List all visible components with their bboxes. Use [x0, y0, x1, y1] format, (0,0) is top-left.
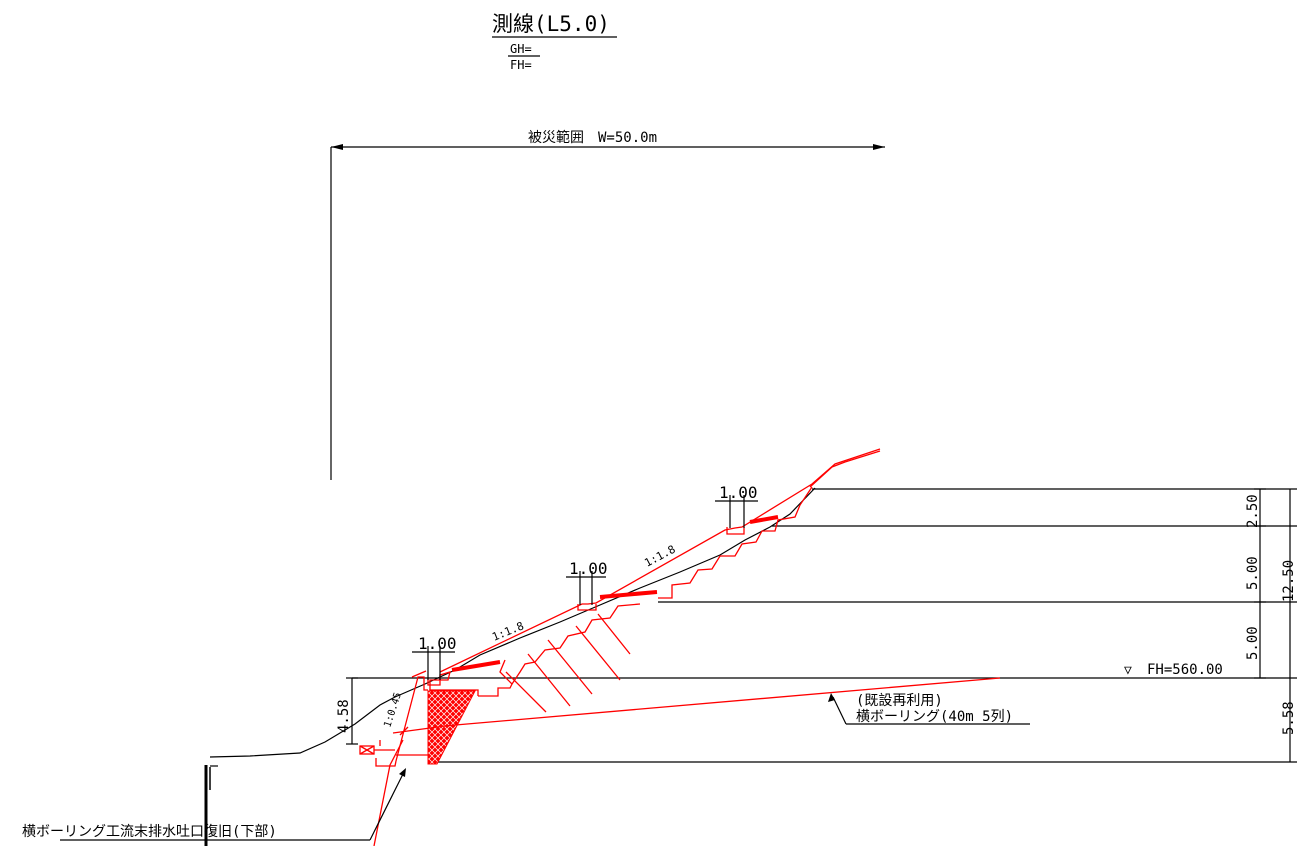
horizontal-boring-line: [443, 677, 1001, 727]
outlet-label: 横ボーリング工流末排水吐口復旧(下部): [22, 823, 277, 840]
fh-marker-icon: ▽: [1124, 663, 1132, 678]
design-section: [359, 448, 1001, 846]
existing-ground-line: [209, 487, 816, 758]
berm-width-lower: 1.00: [418, 634, 457, 653]
arrow-right-icon: [873, 144, 885, 150]
boring-callout: (既設再利用) 横ボーリング(40m 5列): [828, 693, 1030, 725]
level-lines: [352, 488, 1297, 763]
boring-note-line1: (既設再利用): [856, 693, 943, 709]
fh-label: FH=: [510, 58, 532, 72]
berm-width-middle: 1.00: [569, 559, 608, 578]
slope-ratio-upper: 1:1.8: [642, 543, 677, 570]
outlet-callout: 横ボーリング工流末排水吐口復旧(下部): [22, 768, 406, 841]
section-title: 測線(L5.0): [492, 12, 610, 36]
berm-dimensions: 1.00 1.00 1.00: [412, 483, 758, 680]
wall-height-dimension: 4.58: [336, 677, 358, 745]
berm-width-upper: 1.00: [719, 483, 758, 502]
gh-label: GH=: [510, 42, 532, 56]
height-5-00-upper: 5.00: [1245, 556, 1261, 590]
damage-range: 被災範囲 W=50.0m: [330, 129, 885, 480]
boring-note-line2: 横ボーリング(40m 5列): [856, 709, 1013, 725]
damage-range-label: 被災範囲 W=50.0m: [528, 129, 657, 146]
height-dimensions: 2.50 5.00 5.00 12.50 5.58: [1245, 488, 1297, 762]
height-5-00-lower: 5.00: [1245, 626, 1261, 660]
concrete-block: [427, 690, 476, 765]
fh-level: ▽ FH=560.00: [1124, 662, 1223, 678]
title-block: 測線(L5.0) GH= FH=: [492, 12, 617, 72]
height-4-58: 4.58: [336, 699, 352, 733]
height-2-50: 2.50: [1245, 494, 1261, 528]
fh-level-label: FH=560.00: [1147, 662, 1223, 678]
arrow-up-icon: [399, 768, 406, 777]
height-5-58: 5.58: [1281, 701, 1297, 735]
arrow-up-icon: [828, 693, 835, 702]
height-12-50: 12.50: [1281, 560, 1297, 602]
outlet-structure: [204, 765, 218, 846]
arrow-left-icon: [331, 144, 343, 150]
slope-ratio-wall: 1:0.45: [382, 691, 404, 729]
